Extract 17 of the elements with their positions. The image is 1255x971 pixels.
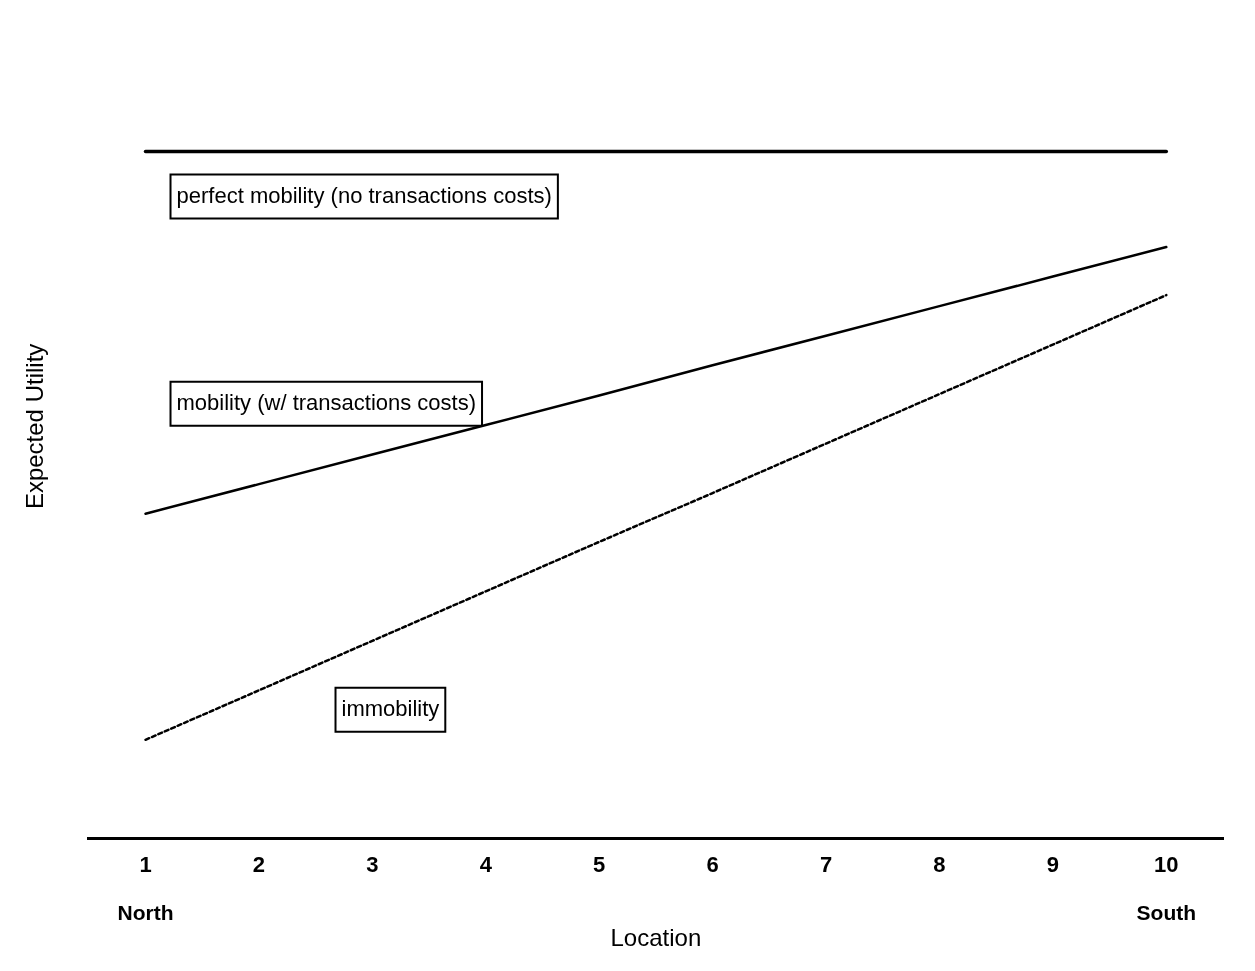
x-tick-label: 9 (1046, 852, 1059, 878)
x-axis-title: Location (610, 924, 702, 952)
y-axis-title: Expected Utility (21, 343, 49, 510)
x-tick-label: 1 (139, 852, 152, 878)
text: South (1136, 901, 1197, 925)
x-tick-label: 2 (252, 852, 266, 878)
x-tick-label: 6 (706, 852, 719, 878)
text: North (117, 901, 174, 925)
x-tick-label: 8 (933, 852, 946, 878)
x-tick-label: 3 (366, 852, 379, 878)
x-tick-label: 4 (479, 852, 493, 878)
series-label: perfect mobility (no transactions costs) (176, 182, 552, 208)
series-label: mobility (w/ transactions costs) (176, 389, 477, 415)
series-label: immobility (341, 695, 440, 721)
x-tick-label: 5 (593, 852, 606, 878)
x-tick-label: 10 (1154, 852, 1179, 878)
x-tick-label: 7 (819, 852, 833, 878)
